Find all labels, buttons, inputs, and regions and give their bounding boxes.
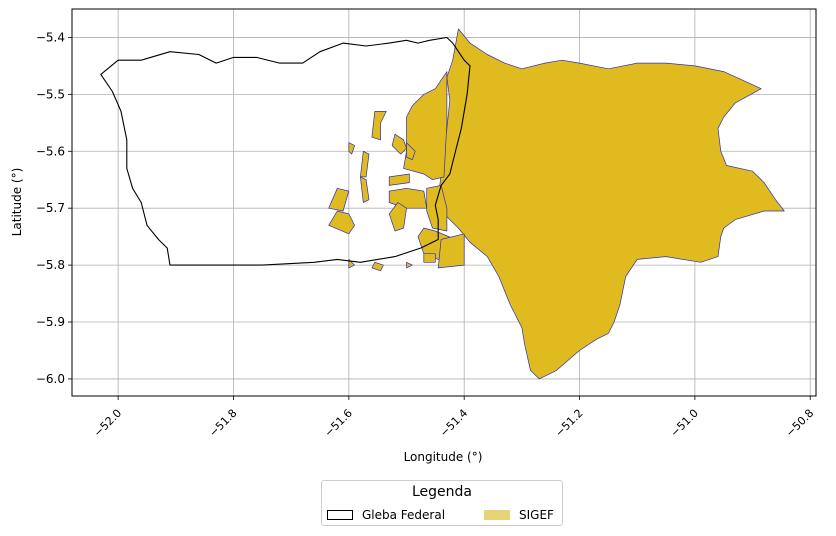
y-tick-label: −5.6 xyxy=(36,144,65,158)
legend: Legenda Gleba Federal SIGEF xyxy=(321,480,563,526)
x-tick-label: −51.6 xyxy=(322,407,355,440)
sigef-polygon xyxy=(437,233,465,269)
sigef-polygon xyxy=(371,111,387,141)
gleba-federal-polygon xyxy=(100,36,471,266)
y-tick-label: −5.9 xyxy=(36,315,65,329)
y-tick-label: −5.5 xyxy=(36,87,65,101)
y-tick-label: −5.8 xyxy=(36,258,65,272)
sigef-polygon xyxy=(391,133,407,155)
x-tick-label: −51.2 xyxy=(553,407,586,440)
layer-gleba-federal xyxy=(100,36,471,266)
sigef-polygon xyxy=(360,150,370,178)
legend-swatch-outline xyxy=(327,510,353,520)
y-tick-label: −5.4 xyxy=(36,30,65,44)
legend-swatch-fill xyxy=(484,510,510,520)
y-tick-label: −6.0 xyxy=(36,372,65,386)
sigef-polygon xyxy=(328,210,355,235)
sigef-polygon xyxy=(406,142,416,161)
x-tick-label: −51.8 xyxy=(207,407,240,440)
x-tick-label: −51.0 xyxy=(668,407,701,440)
sigef-polygon xyxy=(388,202,407,232)
x-tick-label: −52.0 xyxy=(91,407,124,440)
x-tick-label: −51.4 xyxy=(437,407,470,440)
x-tick-label: −50.8 xyxy=(783,407,816,440)
layer-sigef xyxy=(328,28,785,380)
sigef-polygon xyxy=(348,142,355,155)
legend-entry-gleba-federal: Gleba Federal xyxy=(327,507,445,523)
y-axis-label: Latitude (°) xyxy=(10,168,24,237)
plot-frame xyxy=(71,8,817,397)
y-tick-label: −5.7 xyxy=(36,201,65,215)
sigef-polygon xyxy=(406,261,413,269)
map-layers xyxy=(100,28,785,380)
sigef-polygon xyxy=(423,253,436,263)
x-axis-ticks: −52.0 −51.8 −51.6 −51.4 −51.2 −51.0 −50.8 xyxy=(91,396,816,440)
legend-label-sigef: SIGEF xyxy=(519,508,554,522)
sigef-polygon xyxy=(371,261,384,272)
legend-entry-sigef: SIGEF xyxy=(484,507,554,523)
legend-title: Legenda xyxy=(411,484,472,500)
sigef-polygon xyxy=(360,176,370,203)
sigef-polygon xyxy=(328,187,350,212)
sigef-polygon xyxy=(437,28,785,380)
legend-label-gleba-federal: Gleba Federal xyxy=(362,508,446,522)
sigef-polygon xyxy=(388,187,428,209)
sigef-polygon xyxy=(403,71,448,181)
sigef-polygon xyxy=(388,173,410,186)
y-axis-ticks: −5.4 −5.5 −5.6 −5.7 −5.8 −5.9 −6.0 xyxy=(36,30,72,386)
x-axis-label: Longitude (°) xyxy=(404,450,483,464)
